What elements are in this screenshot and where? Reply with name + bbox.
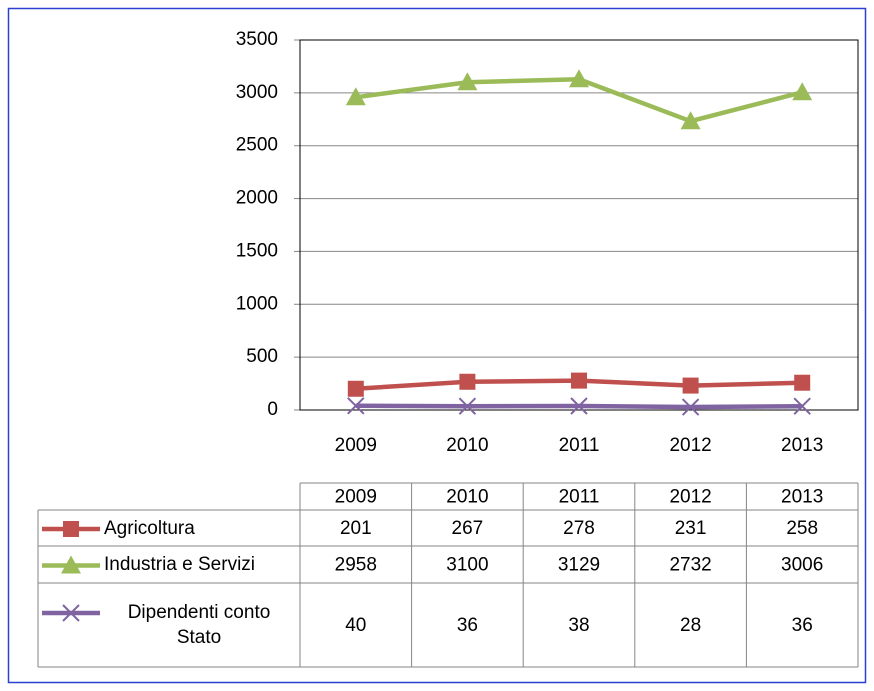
y-tick-label: 2500 <box>236 135 278 156</box>
table-value: 2732 <box>669 555 711 576</box>
marker <box>794 374 811 391</box>
table-value: 2958 <box>335 555 377 576</box>
table-header: 2012 <box>669 487 711 508</box>
legend-label: Agricoltura <box>104 517 195 539</box>
y-tick-label: 500 <box>246 346 278 367</box>
marker <box>345 87 366 106</box>
legend-label-box: Dipendenti conto Stato <box>127 602 271 648</box>
chart-border <box>7 7 867 684</box>
x-tick-label: 2010 <box>446 435 488 456</box>
x-tick-label: 2011 <box>559 435 600 456</box>
table-value: 36 <box>792 615 813 636</box>
y-tick-label: 3500 <box>236 29 278 50</box>
table-value: 278 <box>563 518 595 539</box>
table-value: 3006 <box>781 555 823 576</box>
table-header: 2009 <box>335 487 377 508</box>
table-value: 3100 <box>446 555 488 576</box>
table-value: 201 <box>340 518 372 539</box>
x-tick-label: 2013 <box>781 435 823 456</box>
marker <box>459 373 476 390</box>
table-value: 3129 <box>558 555 600 576</box>
y-tick-label: 3000 <box>236 82 278 103</box>
legend-key-marker <box>63 521 79 537</box>
table-header: 2013 <box>781 487 823 508</box>
marker <box>682 377 699 394</box>
table-value: 40 <box>345 615 366 636</box>
marker <box>569 69 589 88</box>
y-tick-label: 1500 <box>236 240 278 261</box>
table-header: 2010 <box>446 487 488 508</box>
legend-label-box: Agricoltura <box>104 517 195 539</box>
marker <box>792 82 813 101</box>
marker <box>681 398 700 416</box>
plot-area <box>299 39 859 411</box>
marker <box>570 397 588 415</box>
legend-label-box: Industria e Servizi <box>104 554 256 575</box>
marker <box>347 397 365 415</box>
table-value: 38 <box>568 615 589 636</box>
y-tick-label: 2000 <box>236 188 278 209</box>
marker <box>347 380 364 397</box>
legend-key-marker <box>62 604 80 622</box>
x-tick-label: 2009 <box>335 435 377 456</box>
marker <box>680 111 701 130</box>
legend-label: Dipendenti conto Stato <box>127 602 271 648</box>
table-value: 28 <box>680 615 701 636</box>
table-value: 36 <box>457 615 478 636</box>
table-value: 231 <box>675 518 707 539</box>
table-value: 267 <box>452 518 484 539</box>
x-tick-label: 2012 <box>669 435 711 456</box>
legend-key-marker <box>61 555 81 574</box>
y-tick-label: 1000 <box>236 293 278 314</box>
marker <box>457 72 478 91</box>
y-tick-label: 0 <box>267 399 278 420</box>
marker <box>458 397 477 415</box>
marker <box>571 372 587 389</box>
marker <box>793 397 811 415</box>
legend-label: Industria e Servizi <box>104 554 256 575</box>
table-value: 258 <box>786 518 818 539</box>
table-header: 2011 <box>559 487 600 508</box>
